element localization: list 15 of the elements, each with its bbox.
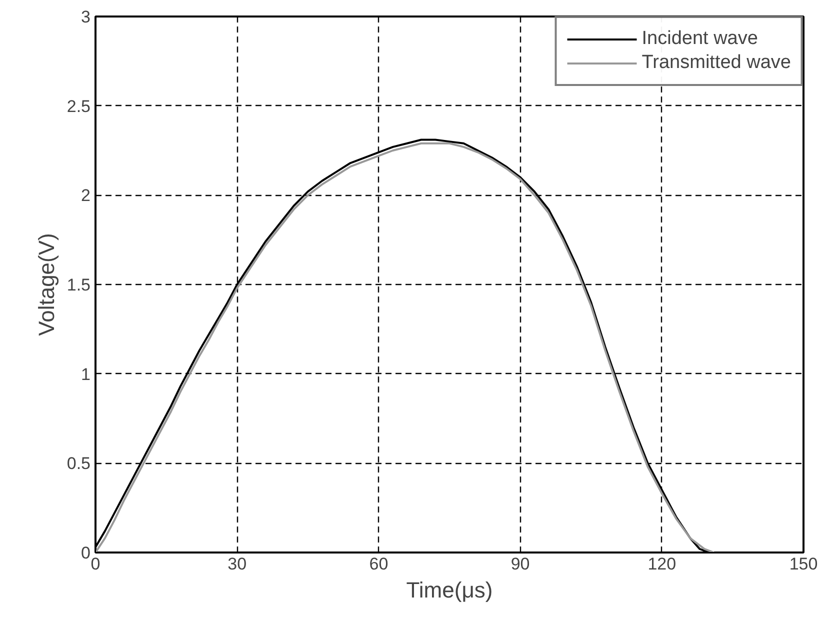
y-tick-label: 1.5 <box>66 276 91 294</box>
x-tick-label: 150 <box>789 554 818 574</box>
y-axis-title: Voltage(V) <box>34 233 59 336</box>
x-axis-title: Time(μs) <box>406 578 493 602</box>
x-tick-label: 60 <box>369 554 388 574</box>
y-tick-label: 2 <box>81 186 91 206</box>
x-tick-label: 90 <box>510 554 530 574</box>
y-tick-label: 0.5 <box>66 454 91 474</box>
x-tick-label: 120 <box>648 554 676 574</box>
y-tick-label: 3 <box>81 8 91 26</box>
legend-label: Transmitted wave <box>642 52 791 74</box>
y-tick-label: 1 <box>81 364 91 384</box>
x-tick-label: 30 <box>228 554 247 574</box>
legend-label: Incident wave <box>642 28 758 50</box>
y-tick-label: 2.5 <box>66 96 91 116</box>
